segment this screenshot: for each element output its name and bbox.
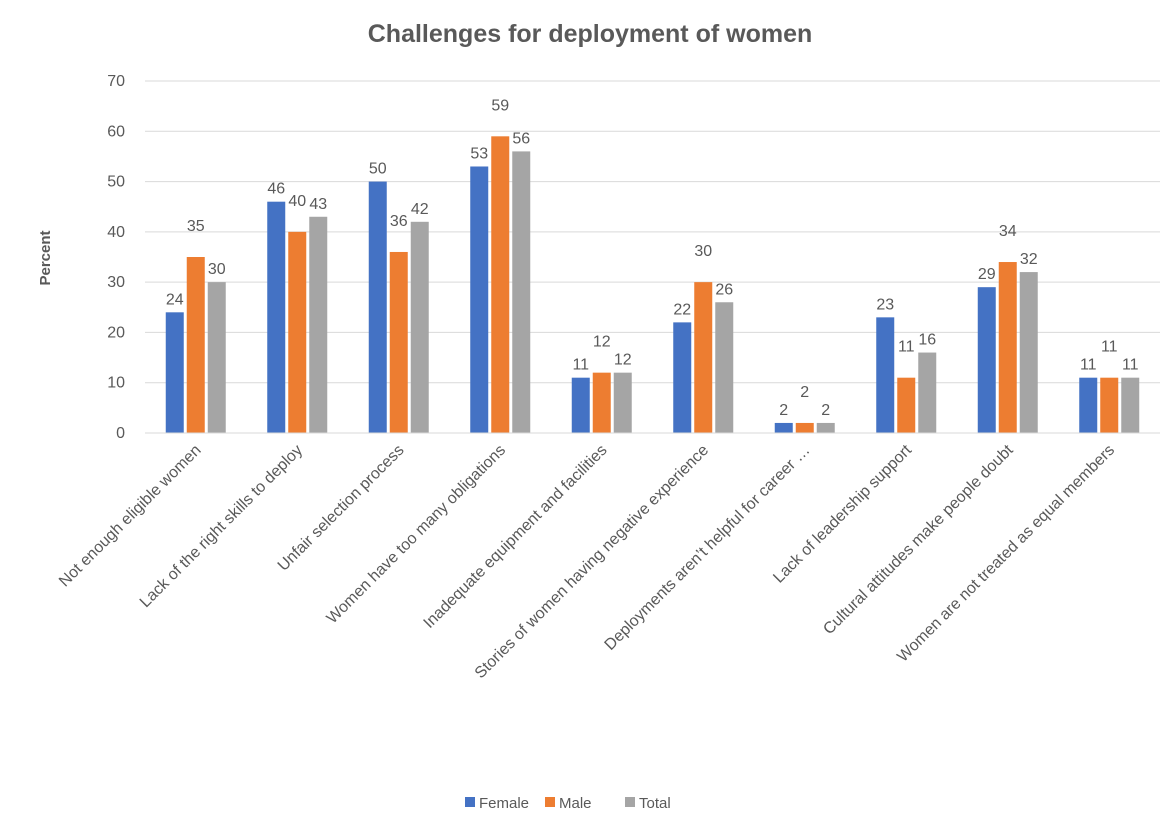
legend-swatch (545, 797, 555, 807)
y-tick-label: 50 (107, 174, 125, 191)
data-label: 46 (267, 181, 285, 198)
bar (491, 136, 510, 434)
bar (267, 201, 286, 433)
y-tick-label: 0 (116, 425, 125, 442)
bar (1079, 377, 1098, 433)
bar (165, 312, 184, 433)
y-tick-label: 20 (107, 324, 125, 341)
bar (592, 372, 611, 433)
data-label: 11 (1101, 339, 1118, 356)
x-tick-label: Inadequate equipment and facilities (421, 442, 611, 632)
bar (571, 377, 590, 433)
bar (774, 422, 793, 433)
bar (410, 221, 429, 433)
x-tick-label: Deployments aren’t helpful for career … (602, 442, 814, 654)
x-tick-label: Stories of women having negative experie… (472, 442, 712, 682)
bar (389, 251, 408, 433)
bar (876, 317, 895, 433)
data-label: 11 (1080, 357, 1097, 374)
data-label: 11 (572, 357, 589, 374)
data-label: 53 (470, 145, 488, 162)
y-axis-label: Percent (37, 230, 54, 285)
y-tick-label: 40 (107, 224, 125, 241)
bar (613, 372, 632, 433)
data-label: 30 (208, 261, 226, 278)
x-tick-label: Cultural attitudes make people doubt (820, 441, 1017, 638)
bar (186, 257, 205, 433)
bar (1100, 377, 1119, 433)
legend-label: Total (639, 795, 671, 812)
data-label: 36 (390, 213, 408, 230)
bar (207, 282, 226, 433)
bar (1121, 377, 1140, 433)
bar (795, 422, 814, 433)
data-label: 12 (593, 334, 611, 351)
data-label: 2 (821, 402, 830, 419)
data-label: 2 (779, 402, 788, 419)
legend: Female Male Total (465, 795, 671, 812)
data-label: 11 (898, 339, 915, 356)
legend-label: Female (479, 795, 529, 812)
legend-label: Male (559, 795, 592, 812)
bar (1019, 272, 1038, 433)
data-label: 40 (288, 193, 306, 210)
bar (694, 282, 713, 433)
legend-swatch (625, 797, 635, 807)
data-label: 23 (876, 296, 894, 313)
bar (309, 216, 328, 433)
data-label: 59 (491, 97, 509, 114)
x-tick-label: Lack of the right skills to deploy (137, 442, 306, 611)
bar (368, 181, 387, 433)
bar (918, 352, 937, 433)
y-tick-label: 60 (107, 123, 125, 140)
bar (288, 231, 307, 433)
y-tick-label: 10 (107, 375, 125, 392)
data-label: 32 (1020, 251, 1038, 268)
bar (977, 287, 996, 433)
bar (470, 166, 489, 433)
data-label: 22 (673, 301, 691, 318)
data-label: 50 (369, 161, 387, 178)
x-tick-label: Women are not treated as equal members (894, 442, 1118, 666)
x-tick-label: Women have too many obligations (324, 442, 509, 627)
data-label: 24 (166, 291, 184, 308)
data-label: 16 (918, 332, 936, 349)
data-label: 11 (1122, 357, 1139, 374)
data-label: 26 (715, 281, 733, 298)
y-tick-label: 70 (107, 73, 125, 90)
chart-title: Challenges for deployment of women (368, 20, 813, 48)
data-label: 29 (978, 266, 996, 283)
data-label: 43 (309, 196, 327, 213)
data-label: 42 (411, 201, 429, 218)
y-tick-label: 30 (107, 274, 125, 291)
bar (816, 422, 835, 433)
bar (512, 151, 531, 433)
legend-swatch (465, 797, 475, 807)
data-label: 56 (512, 130, 530, 147)
data-label: 2 (800, 384, 809, 401)
bar (897, 377, 916, 433)
bar (715, 302, 734, 433)
data-label: 34 (999, 223, 1017, 240)
data-label: 35 (187, 218, 205, 235)
bar (998, 262, 1017, 433)
data-label: 12 (614, 352, 632, 369)
bar (673, 322, 692, 433)
data-label: 30 (694, 243, 712, 260)
